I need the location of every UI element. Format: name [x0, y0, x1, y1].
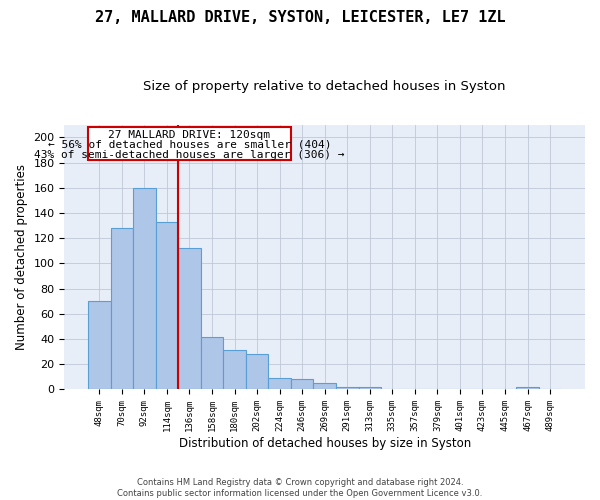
Bar: [88, 301, 110, 390]
Text: 27, MALLARD DRIVE, SYSTON, LEICESTER, LE7 1ZL: 27, MALLARD DRIVE, SYSTON, LEICESTER, LE…: [95, 10, 505, 25]
Bar: [88, 127, 291, 160]
Title: Size of property relative to detached houses in Syston: Size of property relative to detached ho…: [143, 80, 506, 93]
Bar: [155, 222, 178, 390]
Text: 43% of semi-detached houses are larger (306) →: 43% of semi-detached houses are larger (…: [34, 150, 345, 160]
Y-axis label: Number of detached properties: Number of detached properties: [15, 164, 28, 350]
Bar: [359, 387, 381, 390]
Bar: [201, 336, 223, 390]
Bar: [268, 378, 291, 390]
Bar: [336, 387, 359, 390]
Bar: [178, 248, 201, 390]
X-axis label: Distribution of detached houses by size in Syston: Distribution of detached houses by size …: [179, 437, 471, 450]
Text: ← 56% of detached houses are smaller (404): ← 56% of detached houses are smaller (40…: [48, 140, 331, 150]
Bar: [246, 354, 268, 390]
Bar: [291, 380, 313, 390]
Bar: [110, 228, 133, 390]
Text: Contains HM Land Registry data © Crown copyright and database right 2024.
Contai: Contains HM Land Registry data © Crown c…: [118, 478, 482, 498]
Bar: [133, 188, 155, 390]
Text: 27 MALLARD DRIVE: 120sqm: 27 MALLARD DRIVE: 120sqm: [109, 130, 271, 140]
Bar: [313, 383, 336, 390]
Bar: [516, 387, 539, 390]
Bar: [223, 350, 246, 390]
